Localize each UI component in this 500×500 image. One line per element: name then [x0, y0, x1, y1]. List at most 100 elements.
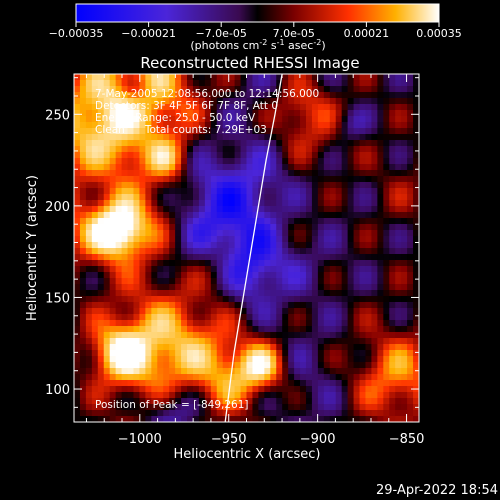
heatmap-cell	[323, 128, 331, 135]
heatmap-cell	[294, 92, 301, 99]
heatmap-cell	[246, 128, 254, 135]
heatmap-cell	[371, 200, 378, 207]
heatmap-cell	[305, 98, 313, 105]
heatmap-cell	[151, 320, 158, 327]
heatmap-cell	[395, 398, 402, 405]
heatmap-cell	[145, 146, 152, 153]
heatmap-cell	[151, 248, 158, 255]
heatmap-cell	[276, 134, 283, 141]
heatmap-cell	[192, 86, 200, 93]
heatmap-cell	[264, 218, 271, 225]
heatmap-cell	[383, 92, 390, 99]
heatmap-cell	[305, 206, 313, 213]
heatmap-cell	[329, 218, 337, 225]
heatmap-cell	[151, 110, 158, 117]
heatmap-cell	[222, 344, 230, 351]
heatmap-cell	[300, 296, 307, 303]
heatmap-cell	[407, 164, 414, 171]
heatmap-cell	[264, 254, 271, 261]
heatmap-cell	[401, 236, 408, 243]
heatmap-cell	[79, 410, 87, 417]
heatmap-cell	[181, 350, 188, 357]
heatmap-cell	[377, 326, 384, 333]
heatmap-cell	[323, 278, 331, 285]
heatmap-cell	[181, 248, 188, 255]
heatmap-cell	[270, 296, 277, 303]
heatmap-cell	[79, 362, 87, 369]
heatmap-cell	[371, 134, 378, 141]
heatmap-cell	[210, 182, 218, 189]
heatmap-cell	[305, 200, 313, 207]
heatmap-cell	[204, 194, 212, 201]
heatmap-cell	[246, 326, 254, 333]
heatmap-cell	[85, 188, 93, 195]
heatmap-cell	[169, 104, 176, 111]
heatmap-cell	[74, 284, 81, 291]
heatmap-cell	[407, 362, 414, 369]
heatmap-cell	[359, 356, 367, 363]
heatmap-cell	[228, 266, 236, 273]
heatmap-cell	[151, 80, 158, 87]
heatmap-cell	[252, 170, 259, 177]
heatmap-cell	[329, 236, 337, 243]
heatmap-cell	[294, 236, 301, 243]
heatmap-cell	[329, 74, 337, 81]
heatmap-cell	[365, 380, 373, 387]
heatmap-cell	[216, 176, 224, 183]
heatmap-cell	[139, 218, 146, 225]
heatmap-cell	[187, 164, 194, 171]
heatmap-cell	[282, 260, 289, 267]
heatmap-cell	[377, 416, 384, 422]
heatmap-cell	[401, 284, 408, 291]
heatmap-cell	[365, 212, 373, 219]
heatmap-cell	[79, 260, 87, 267]
heatmap-cell	[383, 278, 390, 285]
heatmap-cell	[240, 206, 248, 213]
heatmap-cell	[371, 338, 378, 345]
heatmap-cell	[198, 296, 206, 303]
heatmap-cell	[341, 206, 349, 213]
heatmap-cell	[240, 134, 248, 141]
heatmap-cell	[192, 194, 200, 201]
heatmap-cell	[103, 296, 111, 303]
heatmap-cell	[353, 272, 361, 279]
heatmap-cell	[91, 332, 99, 339]
heatmap-cell	[252, 206, 259, 213]
heatmap-cell	[335, 74, 343, 81]
heatmap-cell	[139, 338, 146, 345]
heatmap-cell	[359, 290, 367, 297]
heatmap-cell	[187, 260, 194, 267]
heatmap-cell	[109, 380, 117, 387]
heatmap-cell	[240, 248, 248, 255]
heatmap-cell	[163, 374, 170, 381]
heatmap-cell	[234, 260, 242, 267]
heatmap-cell	[401, 92, 408, 99]
heatmap-cell	[139, 200, 146, 207]
heatmap-cell	[210, 122, 218, 129]
heatmap-cell	[377, 92, 384, 99]
heatmap-cell	[276, 344, 283, 351]
heatmap-cell	[151, 284, 158, 291]
heatmap-cell	[192, 242, 200, 249]
heatmap-cell	[175, 152, 182, 159]
heatmap-cell	[323, 314, 331, 321]
heatmap-cell	[323, 284, 331, 291]
heatmap-cell	[234, 164, 242, 171]
heatmap-cell	[204, 350, 212, 357]
heatmap-cell	[187, 398, 194, 405]
heatmap-cell	[341, 308, 349, 315]
heatmap-cell	[210, 404, 218, 411]
heatmap-cell	[79, 308, 87, 315]
heatmap-cell	[222, 80, 230, 87]
heatmap-cell	[264, 188, 271, 195]
heatmap-cell	[121, 212, 129, 219]
heatmap-cell	[198, 176, 206, 183]
heatmap-cell	[198, 278, 206, 285]
heatmap-cell	[97, 176, 105, 183]
heatmap-cell	[97, 134, 105, 141]
heatmap-cell	[347, 152, 355, 159]
heatmap-cell	[294, 392, 301, 399]
heatmap-cell	[311, 386, 319, 393]
heatmap-cell	[323, 398, 331, 405]
heatmap-cell	[74, 182, 81, 189]
